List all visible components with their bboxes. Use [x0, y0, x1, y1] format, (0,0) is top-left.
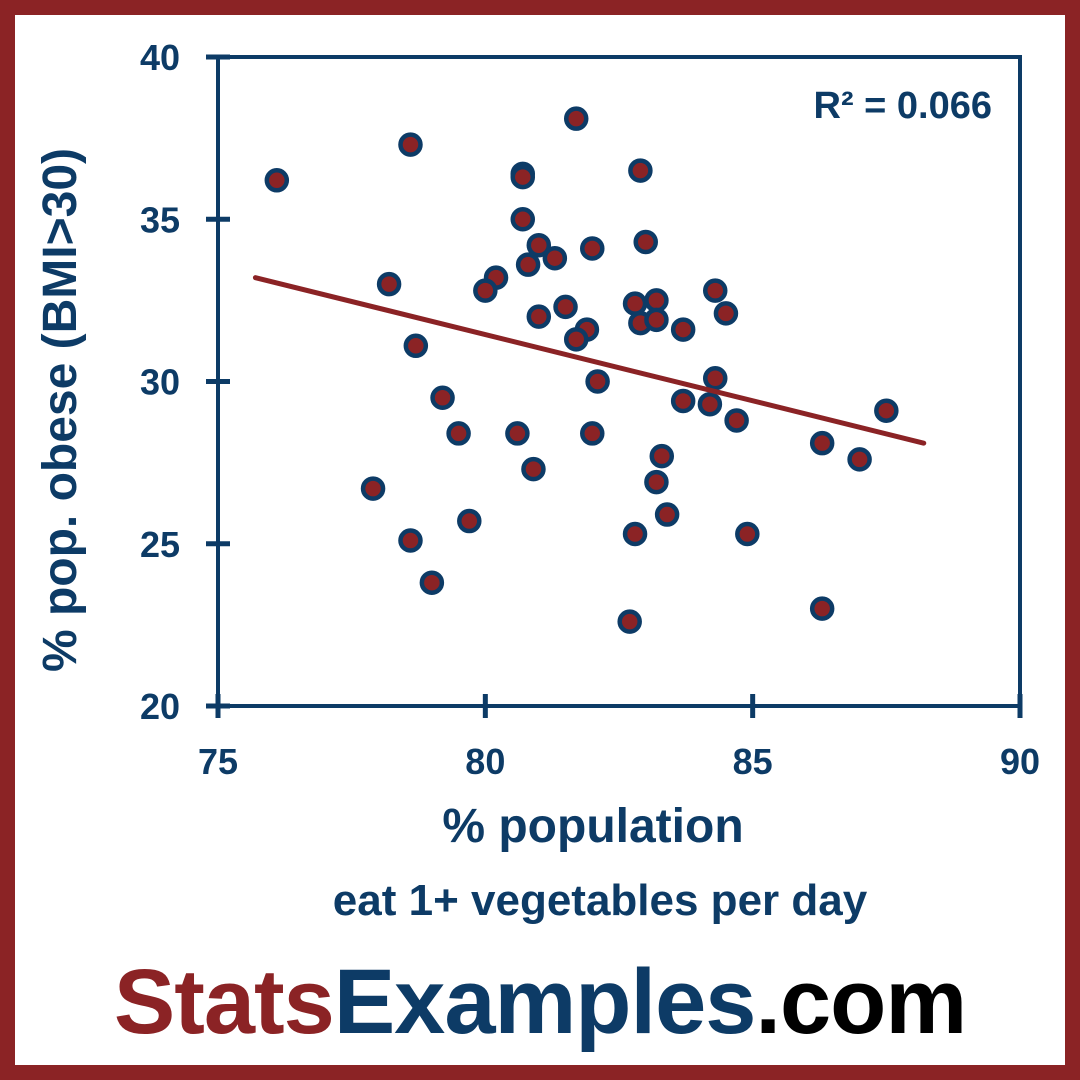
- trendline: [252, 275, 927, 446]
- data-point: [644, 288, 669, 313]
- data-point: [809, 430, 835, 456]
- x-axis-title-line2: eat 1+ vegetables per day: [333, 876, 868, 925]
- data-point: [526, 232, 552, 258]
- data-point: [526, 304, 552, 329]
- data-point: [446, 421, 471, 446]
- data-point: [563, 327, 589, 352]
- data-point: [697, 391, 723, 417]
- data-point: [622, 521, 648, 547]
- data-point: [644, 307, 669, 333]
- plot-area: [216, 55, 1022, 708]
- y-axis-title: % pop. obese (BMI>30): [34, 148, 87, 672]
- data-point: [376, 271, 402, 297]
- y-tick-label: 35: [140, 199, 180, 240]
- data-point: [473, 278, 498, 303]
- data-point: [430, 385, 455, 410]
- data-points: [264, 106, 899, 634]
- data-point: [735, 521, 760, 547]
- data-point: [264, 168, 290, 193]
- data-point: [644, 469, 669, 495]
- x-tick-label: 85: [733, 741, 773, 782]
- y-tick-label: 25: [140, 524, 180, 565]
- data-point: [510, 164, 536, 190]
- data-point: [398, 132, 423, 157]
- data-point: [847, 447, 872, 472]
- data-point: [633, 229, 658, 255]
- x-tick-label: 90: [1000, 741, 1040, 782]
- x-tick-label: 80: [465, 741, 505, 782]
- data-point: [628, 158, 653, 183]
- y-tick-label: 30: [140, 362, 180, 403]
- data-point: [622, 291, 648, 316]
- data-point: [670, 388, 696, 414]
- x-tick-label: 75: [198, 741, 238, 782]
- y-tick-label: 20: [140, 686, 180, 727]
- data-point: [553, 294, 578, 320]
- data-point: [505, 421, 530, 446]
- scatter-chart: 20 25 30 35 40 75 80 85 90 R² = 0.066 % pop. obe…: [34, 37, 1040, 925]
- data-point: [398, 528, 423, 553]
- brand-examples: Examples: [333, 951, 757, 1053]
- x-axis-title-line1: % population: [442, 800, 743, 853]
- data-point: [563, 106, 589, 131]
- plot-border: [216, 55, 1022, 708]
- brand-stats: Stats: [113, 951, 335, 1053]
- trendline-layer: [252, 275, 927, 446]
- data-point: [654, 502, 680, 527]
- data-point: [713, 301, 739, 326]
- data-point: [542, 245, 568, 271]
- data-point: [521, 456, 546, 482]
- data-point: [403, 333, 429, 359]
- axes: 20 25 30 35 40 75 80 85 90: [140, 37, 1040, 782]
- brand-com: .com: [755, 951, 967, 1053]
- data-point: [649, 443, 675, 469]
- data-point: [457, 508, 482, 534]
- data-point: [724, 408, 749, 433]
- data-point: [702, 278, 728, 303]
- data-point: [585, 369, 610, 394]
- data-point: [670, 317, 696, 342]
- data-point: [617, 609, 642, 634]
- r-squared-annotation: R² = 0.066: [814, 85, 993, 127]
- data-point: [515, 252, 541, 277]
- data-point: [360, 476, 386, 501]
- data-point: [809, 596, 835, 621]
- data-point: [580, 421, 605, 446]
- site-branding: StatsExamples.com: [0, 952, 1080, 1052]
- data-point: [419, 570, 445, 595]
- data-point: [702, 366, 728, 391]
- data-point: [580, 236, 605, 261]
- data-point: [874, 398, 899, 423]
- data-point: [510, 207, 536, 232]
- y-tick-label: 40: [140, 37, 180, 78]
